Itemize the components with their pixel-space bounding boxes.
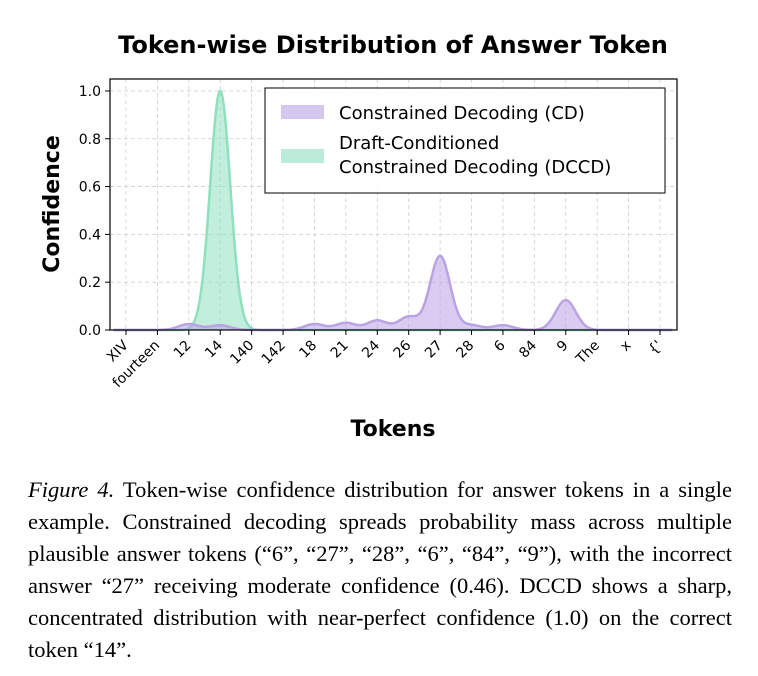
- legend-swatch-dccd: [281, 149, 324, 163]
- x-tick-label: 18: [296, 338, 320, 362]
- x-tick-label: 84: [516, 337, 540, 361]
- legend-label-dccd-line2: Constrained Decoding (DCCD): [339, 157, 611, 178]
- chart-title: Token-wise Distribution of Answer Token: [118, 31, 668, 59]
- x-tick-label: x: [617, 338, 634, 355]
- x-tick-label: 140: [227, 338, 257, 368]
- x-tick-label: 27: [422, 338, 446, 362]
- figure-label: Figure 4.: [28, 477, 115, 502]
- y-axis-ticks: 0.0 0.2 0.4 0.6 0.8 1.0: [79, 84, 110, 339]
- legend-label-dccd-line1: Draft-Conditioned: [339, 133, 499, 154]
- y-tick-label: 0.8: [79, 132, 101, 148]
- y-tick-label: 0.6: [79, 180, 101, 196]
- series-line-0: [113, 254, 673, 332]
- legend: Constrained Decoding (CD) Draft-Conditio…: [264, 87, 666, 194]
- y-tick-label: 0.4: [79, 227, 101, 243]
- x-tick-label: 21: [328, 338, 352, 362]
- x-tick-label: 28: [453, 338, 477, 362]
- x-tick-label: The: [573, 338, 603, 368]
- plot-frame: [109, 78, 678, 331]
- x-tick-label: 24: [359, 337, 383, 361]
- y-axis-label: Confidence: [40, 135, 65, 273]
- y-tick-label: 0.2: [79, 275, 101, 291]
- y-tick-label: 0.0: [79, 323, 101, 339]
- x-tick-label: {': [645, 338, 665, 358]
- x-tick-label: 26: [391, 337, 415, 361]
- x-tick-label: 9: [554, 338, 572, 356]
- caption-text: Token-wise confidence distribution for a…: [28, 477, 732, 662]
- x-tick-label: 12: [171, 338, 195, 362]
- x-tick-label: 142: [259, 338, 289, 368]
- series-area-1: [113, 91, 673, 330]
- y-tick-label: 1.0: [79, 84, 101, 100]
- x-tick-label: 6: [491, 337, 509, 355]
- legend-label-cd: Constrained Decoding (CD): [339, 103, 585, 124]
- legend-swatch-cd: [281, 105, 324, 119]
- token-distribution-chart: Token-wise Distribution of Answer Token …: [40, 31, 678, 442]
- figure-caption: Figure 4. Token-wise confidence distribu…: [28, 474, 732, 666]
- x-tick-label: 14: [202, 337, 226, 361]
- legend-box: [264, 87, 666, 194]
- x-axis-label: Tokens: [351, 417, 436, 442]
